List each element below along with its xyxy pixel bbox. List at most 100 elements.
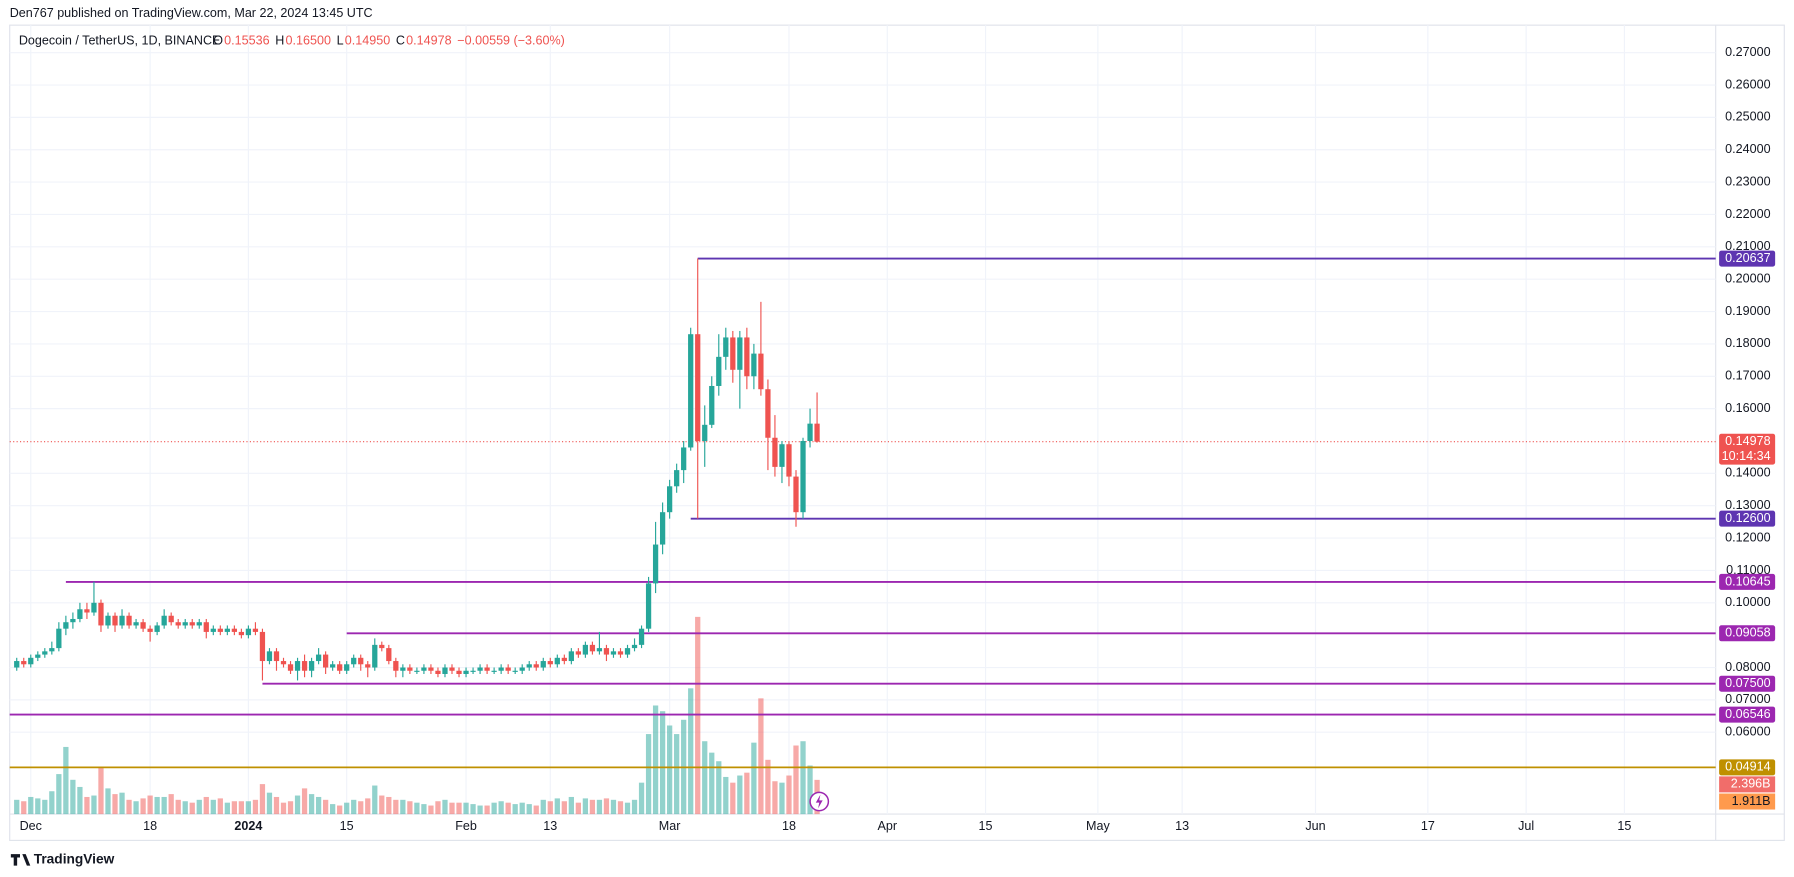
volume-bar: [414, 802, 420, 815]
candle-body: [540, 661, 546, 668]
volume-ma-label: 1.911B: [1732, 794, 1771, 808]
volume-bar: [91, 795, 97, 815]
volume-bar: [716, 761, 722, 815]
candle-body: [449, 667, 455, 671]
volume-bar: [800, 741, 806, 815]
volume-bar: [575, 802, 581, 815]
y-tick-label: 0.11000: [1726, 563, 1770, 577]
volume-bar: [231, 801, 237, 815]
candle-body: [498, 667, 504, 671]
candle-body: [624, 648, 631, 655]
candle-body: [744, 337, 750, 377]
volume-bar: [652, 705, 659, 815]
volume-bar: [751, 742, 757, 815]
candle-body: [505, 667, 511, 671]
volume-bar: [126, 799, 132, 815]
volume-bar: [554, 798, 560, 815]
candle-body: [456, 670, 462, 674]
candle-body: [63, 622, 69, 629]
level-tag: [1719, 250, 1776, 267]
volume-bar: [330, 804, 336, 815]
candle-body: [407, 667, 413, 671]
candle-body: [351, 657, 357, 665]
candle-body: [400, 667, 406, 671]
volume-bar: [456, 802, 462, 815]
logo: [10, 854, 31, 866]
y-tick-label: 0.16000: [1725, 401, 1770, 415]
candle-body: [716, 356, 722, 386]
y-tick-label: 0.14000: [1725, 466, 1770, 480]
candle-body: [589, 644, 596, 652]
candle-body: [772, 437, 778, 467]
volume-bar: [84, 796, 90, 815]
candle-body: [133, 622, 139, 626]
volume-bar: [393, 799, 399, 815]
volume-bar: [695, 616, 701, 815]
candle-body: [147, 628, 153, 632]
volume-bar: [772, 781, 778, 815]
candle-body: [105, 615, 111, 626]
candle-body: [519, 667, 525, 671]
volume-bar: [196, 799, 202, 815]
candle-body: [659, 512, 666, 545]
volume-bar: [140, 798, 146, 815]
volume-bar: [287, 801, 294, 815]
candle-body: [786, 444, 792, 477]
volume-bar: [582, 798, 589, 815]
volume-ma-tag: [1719, 793, 1776, 810]
candle-body: [189, 622, 195, 626]
candle-body: [596, 648, 603, 652]
volume-bar: [252, 799, 259, 815]
volume-bar: [42, 799, 48, 815]
candle-body: [442, 667, 448, 674]
volume-bar: [266, 792, 273, 815]
volume-bar: [49, 791, 55, 815]
candle-body: [667, 486, 673, 513]
volume-bar: [308, 794, 315, 815]
candle-body: [217, 628, 223, 632]
candle-body: [393, 661, 399, 671]
volume-bar: [372, 785, 378, 815]
volume-bar: [561, 801, 567, 815]
x-tick-label: Apr: [877, 819, 897, 833]
volume-bar: [154, 796, 160, 815]
publisher: Den767 published on TradingView.com, Mar…: [10, 6, 373, 20]
candle-body: [308, 661, 315, 671]
candle-body: [315, 654, 322, 662]
candle-body: [84, 609, 90, 613]
volume-bar: [442, 799, 448, 815]
volume-bar: [400, 799, 406, 815]
level-label: 0.09058: [1725, 626, 1770, 640]
y-tick-label: 0.08000: [1725, 660, 1770, 674]
candle-body: [372, 644, 378, 668]
candle-body: [161, 615, 167, 626]
candle-body: [126, 615, 132, 626]
x-tick-label: Jun: [1305, 819, 1325, 833]
volume-bar: [470, 804, 476, 815]
x-tick-label: Dec: [20, 819, 42, 833]
volume-bar: [688, 688, 694, 815]
y-tick-label: 0.24000: [1725, 142, 1770, 156]
candle-body: [70, 618, 76, 623]
x-tick-label: Feb: [455, 819, 477, 833]
x-tick-label: Mar: [659, 819, 681, 833]
volume-bar: [428, 805, 434, 815]
candle-body: [231, 628, 237, 632]
level-label: 0.12600: [1725, 511, 1770, 525]
volume-bar: [540, 799, 546, 815]
volume-bar: [182, 801, 188, 815]
level-label: 0.04914: [1725, 760, 1770, 774]
level-label: 0.20637: [1725, 251, 1770, 265]
volume-bar: [35, 798, 41, 815]
candle-body: [533, 664, 539, 668]
volume-label: 2.396B: [1731, 777, 1771, 791]
candle-body: [758, 353, 764, 390]
volume-bar: [498, 801, 504, 815]
change: −0.00559 (−3.60%): [457, 33, 565, 47]
candle-body: [14, 661, 20, 668]
volume-bar: [645, 734, 652, 815]
candle-body: [245, 628, 252, 636]
symbol: Dogecoin / TetherUS, 1D, BINANCE: [19, 33, 221, 47]
volume-bar: [301, 788, 308, 815]
candle-body: [365, 664, 371, 668]
